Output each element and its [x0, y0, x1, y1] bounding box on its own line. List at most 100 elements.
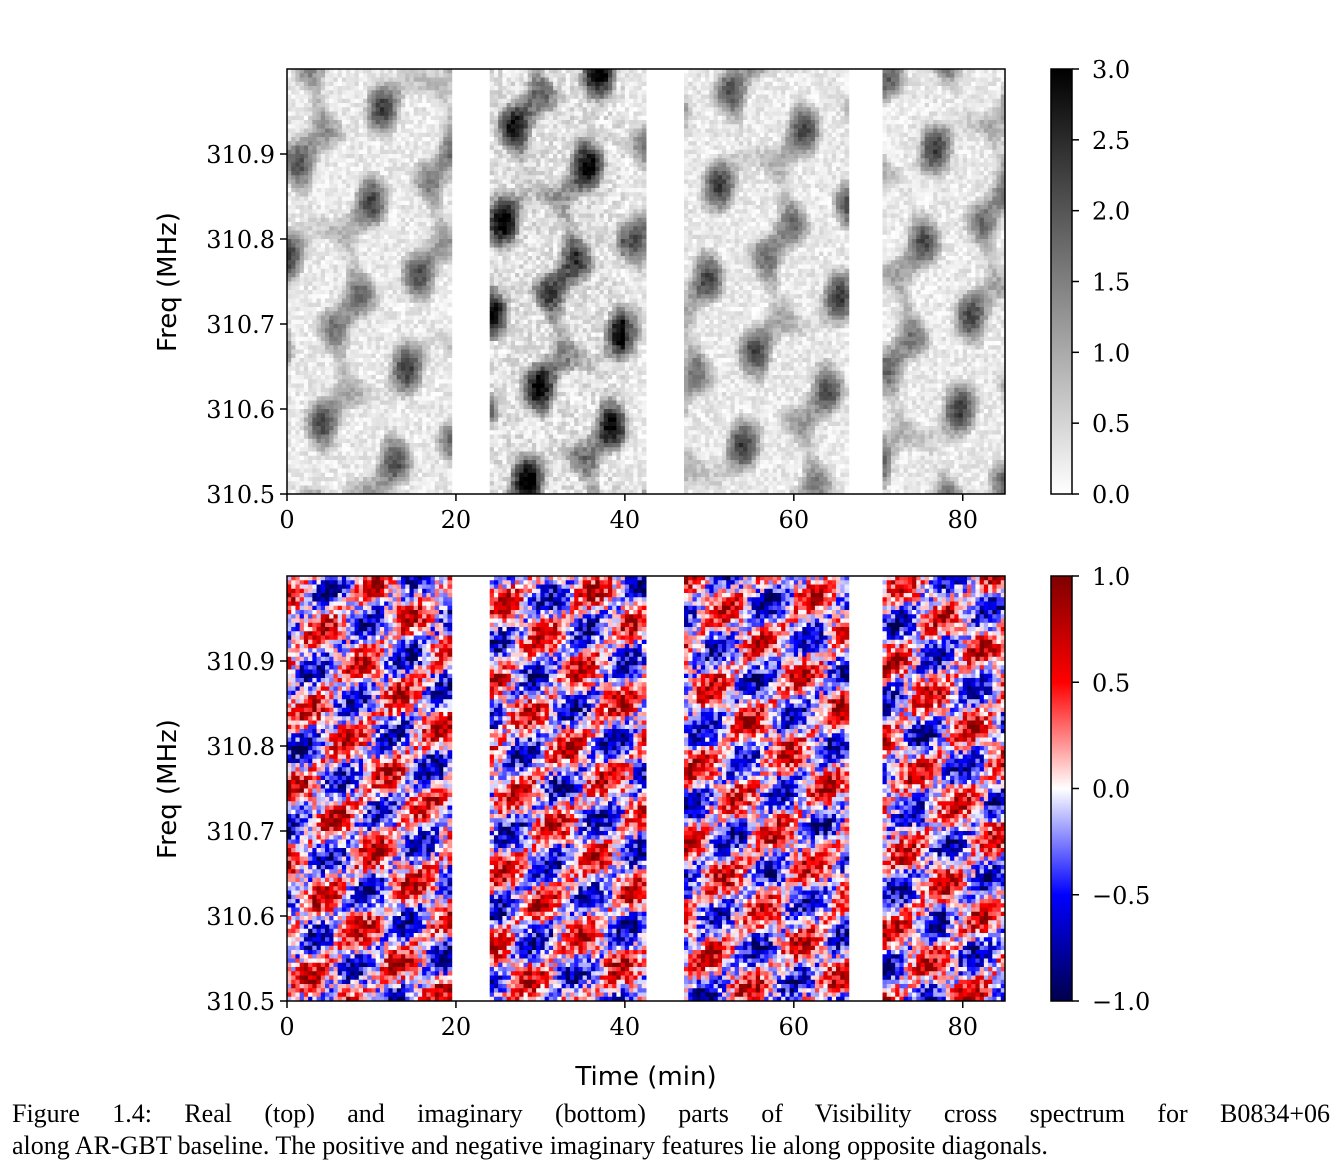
real-part-heatmap-cell	[493, 251, 499, 257]
real-part-heatmap-cell	[439, 481, 444, 486]
real-part-heatmap-cell	[502, 128, 508, 134]
real-part-heatmap-cell	[337, 277, 343, 282]
real-part-heatmap-cell	[430, 226, 436, 231]
real-part-heatmap-cell	[312, 162, 318, 168]
real-part-heatmap-cell	[434, 434, 440, 440]
real-part-heatmap-cell	[413, 332, 419, 338]
real-part-heatmap-cell	[291, 154, 296, 159]
real-part-heatmap-cell	[337, 332, 343, 338]
real-part-heatmap-cell	[333, 404, 339, 410]
real-part-heatmap-cell	[312, 451, 318, 457]
real-part-heatmap-cell	[291, 94, 296, 100]
real-part-heatmap-cell	[303, 183, 309, 189]
real-part-heatmap-cell	[329, 328, 334, 333]
real-part-heatmap-cell	[371, 328, 377, 333]
real-part-heatmap-cell	[354, 302, 360, 308]
real-part-heatmap-cell	[502, 464, 508, 469]
real-part-heatmap-cell	[287, 396, 292, 401]
real-part-heatmap-cell	[358, 132, 364, 138]
real-part-heatmap-cell	[396, 260, 402, 265]
real-part-heatmap-cell	[527, 256, 533, 261]
real-part-heatmap-cell	[401, 166, 406, 172]
real-part-heatmap-cell	[303, 277, 309, 282]
real-part-heatmap-cell	[392, 477, 398, 482]
real-part-heatmap-cell	[358, 460, 364, 465]
real-part-heatmap-cell	[430, 430, 436, 435]
real-part-heatmap-cell	[341, 366, 347, 372]
real-part-heatmap-cell	[523, 434, 529, 440]
real-part-heatmap-cell	[493, 451, 499, 457]
real-part-heatmap-cell	[363, 107, 368, 112]
real-part-heatmap-cell	[367, 94, 372, 100]
real-part-heatmap-cell	[531, 447, 537, 452]
real-part-heatmap-cell	[401, 243, 406, 248]
real-part-heatmap-cell	[439, 370, 444, 376]
real-part-heatmap-cell	[375, 328, 381, 333]
real-part-heatmap-cell	[367, 73, 372, 78]
real-part-heatmap-cell	[329, 477, 334, 482]
real-part-heatmap-cell	[510, 200, 516, 206]
real-part-heatmap-cell	[287, 421, 292, 427]
real-part-heatmap-cell	[350, 179, 356, 185]
real-part-heatmap-cell	[519, 86, 525, 91]
real-part-heatmap-cell	[443, 383, 448, 389]
real-part-heatmap-cell	[502, 183, 508, 189]
real-part-heatmap-cell	[434, 294, 440, 299]
real-part-heatmap-cell	[506, 353, 512, 359]
real-part-heatmap-cell	[299, 464, 305, 469]
real-part-heatmap-cell	[447, 383, 453, 389]
real-part-heatmap-cell	[388, 324, 394, 329]
real-part-heatmap-cell	[312, 196, 318, 202]
real-part-heatmap-cell	[430, 128, 436, 134]
real-part-heatmap-cell	[379, 69, 385, 74]
real-part-heatmap-cell	[443, 234, 448, 240]
real-part-heatmap-cell	[439, 324, 444, 329]
real-part-heatmap-cell	[515, 298, 520, 304]
real-part-heatmap-cell	[316, 430, 322, 435]
real-part-heatmap-cell	[329, 362, 334, 367]
real-part-heatmap-cell	[337, 98, 343, 104]
real-part-heatmap-cell	[409, 94, 415, 100]
real-part-heatmap-cell	[325, 124, 330, 129]
real-part-heatmap-cell	[287, 375, 292, 380]
real-part-heatmap-cell	[417, 162, 423, 168]
real-part-heatmap-cell	[312, 69, 318, 74]
real-part-heatmap-cell	[325, 243, 330, 248]
real-part-heatmap-cell	[443, 171, 448, 176]
real-part-heatmap-cell	[358, 107, 364, 112]
real-part-heatmap-cell	[426, 103, 432, 108]
real-part-heatmap-cell	[341, 213, 347, 219]
real-part-heatmap-cell	[506, 324, 512, 329]
real-part-heatmap-cell	[346, 94, 351, 100]
real-part-heatmap-cell	[523, 217, 529, 223]
real-part-heatmap-cell	[299, 111, 305, 117]
real-part-heatmap-cell	[320, 332, 326, 338]
real-part-heatmap-cell	[422, 200, 427, 206]
real-part-heatmap-cell	[396, 477, 402, 482]
real-part-heatmap-cell	[443, 332, 448, 338]
real-part-heatmap-cell	[341, 345, 347, 350]
real-part-heatmap-cell	[417, 243, 423, 248]
real-part-heatmap-cell	[531, 132, 537, 138]
real-part-heatmap-cell	[384, 128, 389, 134]
real-part-heatmap-cell	[363, 90, 368, 95]
real-part-heatmap-cell	[329, 111, 334, 117]
real-part-heatmap-cell	[363, 166, 368, 172]
real-part-heatmap-cell	[333, 213, 339, 219]
real-part-heatmap-cell	[388, 171, 394, 176]
real-part-heatmap-cell	[375, 149, 381, 155]
real-part-heatmap-cell	[371, 349, 377, 355]
real-part-heatmap-cell	[527, 328, 533, 333]
real-part-heatmap-cell	[510, 217, 516, 223]
real-part-heatmap-cell	[337, 196, 343, 202]
real-part-heatmap-cell	[337, 353, 343, 359]
real-part-heatmap-cell	[502, 107, 508, 112]
real-part-heatmap-cell	[531, 137, 537, 142]
real-part-heatmap-cell	[299, 149, 305, 155]
real-part-heatmap-cell	[396, 166, 402, 172]
real-part-heatmap-cell	[498, 336, 503, 342]
real-part-heatmap-cell	[291, 90, 296, 95]
real-part-heatmap-cell	[405, 298, 410, 304]
real-part-heatmap-cell	[346, 392, 351, 397]
real-part-heatmap-cell	[371, 307, 377, 312]
